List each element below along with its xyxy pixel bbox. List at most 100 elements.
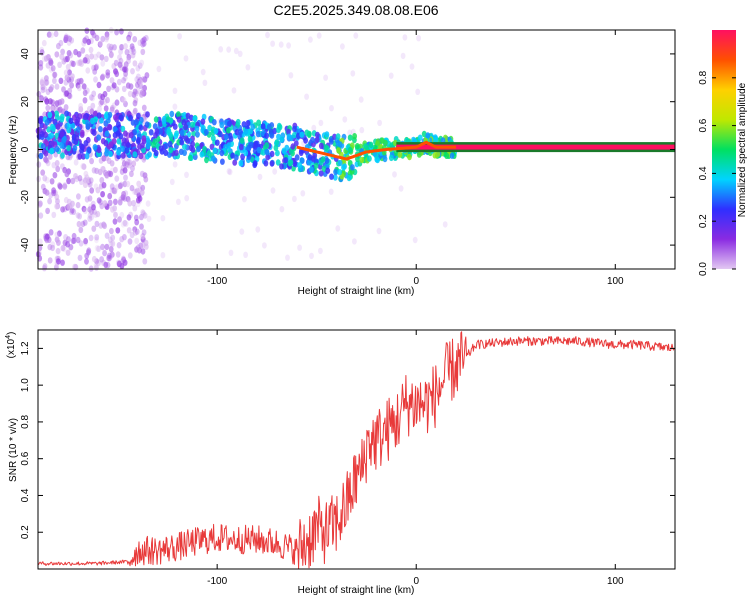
heatmap-cell [213,127,219,135]
heatmap-cell [247,136,253,143]
heatmap-cell [37,238,43,245]
heatmap-cell [109,251,115,258]
heatmap-cell [324,131,330,138]
heatmap-cell [89,187,95,194]
heatmap-cell [257,173,263,181]
heatmap-cell [54,83,60,90]
heatmap-cell [114,99,120,106]
heatmap-cell [67,69,72,76]
heatmap-cell [232,159,238,166]
heatmap-cell [129,184,135,192]
heatmap-cell [70,73,75,80]
heatmap-cell [335,133,341,140]
snr-x-tick-label: 0 [413,576,419,587]
heatmap-cell [200,68,206,76]
heatmap-cell [444,152,450,159]
heatmap-cell [141,210,147,217]
heatmap-cell [132,36,138,43]
heatmap-cell [300,190,306,197]
heatmap-cell [110,104,115,112]
heatmap-cell [220,158,225,165]
heatmap-cell [75,78,80,86]
heatmap-cell [76,51,82,58]
colorbar-gradient [712,30,736,269]
heatmap-cell [145,142,151,149]
heatmap-cell [98,126,103,133]
heatmap-cell [358,96,364,103]
heatmap-cell [54,110,59,117]
heatmap-cell [121,77,126,84]
heatmap-cell [110,240,116,247]
chart-title: C2E5.2025.349.08.08.E06 [273,2,438,18]
heatmap-cell [91,129,97,136]
heatmap-cell [122,66,127,73]
heatmap-cell [211,119,217,126]
heatmap-cell [43,150,49,157]
heatmap-cell [85,67,91,74]
heatmap-cell [312,152,318,159]
heatmap-cell [256,146,262,154]
heatmap-cell [125,180,131,188]
heatmap-cell [278,41,284,48]
heatmap-cell [272,168,278,175]
heatmap-cell [110,206,115,213]
colorbar-label: Normalized spectral amplitude [737,82,748,217]
heatmap-cell [70,122,76,129]
heatmap-cell [234,129,240,136]
heatmap-cell [449,152,455,159]
heatmap-cell [82,219,88,226]
heatmap-cell [40,183,46,191]
spectrogram-x-ticks: -100 0 100 [207,30,624,287]
heatmap-cell [53,30,59,38]
heatmap-cell [55,198,60,205]
heatmap-cell [416,151,422,158]
heatmap-cell [72,145,78,152]
heatmap-cell [321,165,327,172]
heatmap-cell [71,208,77,215]
heatmap-cell [409,63,415,70]
snr-y-tick-label: 1.2 [20,341,31,355]
heatmap-cell [134,119,139,126]
heatmap-cell [45,104,51,112]
heatmap-cell [125,161,131,169]
heatmap-cell [335,225,341,232]
heatmap-cell [91,204,96,211]
spectrogram-x-tick-label: 0 [413,276,419,287]
heatmap-cell [84,87,90,94]
heatmap-cell [177,33,183,40]
heatmap-cell [191,130,197,137]
heatmap-cell [63,69,69,76]
heatmap-cell [69,82,74,89]
heatmap-cell [63,234,68,241]
heatmap-cell [206,150,212,157]
heatmap-cell [100,35,106,43]
heatmap-cell [160,215,166,222]
spectrogram-x-tick-label: 100 [607,276,624,287]
heatmap-cell [100,243,105,251]
heatmap-cell [233,154,239,161]
heatmap-cell [43,55,49,62]
heatmap-cell [49,132,54,139]
heatmap-cell [87,195,93,202]
heatmap-cell [273,144,279,151]
heatmap-cell [75,212,81,219]
heatmap-cell [100,60,106,67]
heatmap-cell [336,147,341,154]
heatmap-cell [94,63,100,70]
heatmap-cell [131,160,137,167]
heatmap-cell [57,230,62,237]
heatmap-cell [176,116,182,123]
heatmap-cell [294,154,300,161]
heatmap-cell [256,119,261,126]
heatmap-cell [71,60,76,68]
heatmap-cell [307,154,313,161]
heatmap-cell [127,200,133,207]
heatmap-cell [275,159,281,166]
heatmap-cell [136,73,141,80]
heatmap-cell [121,190,126,198]
heatmap-cell [417,134,423,141]
heatmap-cell [237,50,243,57]
heatmap-cell [190,121,195,128]
heatmap-cell [122,234,127,241]
heatmap-cell [51,187,56,194]
